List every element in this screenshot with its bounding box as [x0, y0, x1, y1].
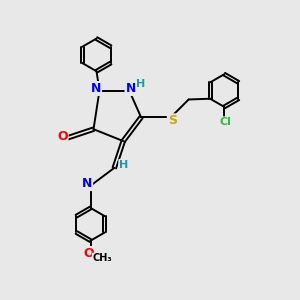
- Text: O: O: [84, 247, 94, 260]
- Text: N: N: [125, 82, 136, 95]
- Text: H: H: [119, 160, 128, 170]
- Text: N: N: [82, 177, 92, 190]
- Text: O: O: [57, 130, 68, 143]
- Text: CH₃: CH₃: [93, 254, 112, 263]
- Text: Cl: Cl: [220, 117, 232, 128]
- Text: S: S: [168, 114, 177, 128]
- Text: N: N: [91, 82, 101, 95]
- Text: H: H: [136, 79, 146, 89]
